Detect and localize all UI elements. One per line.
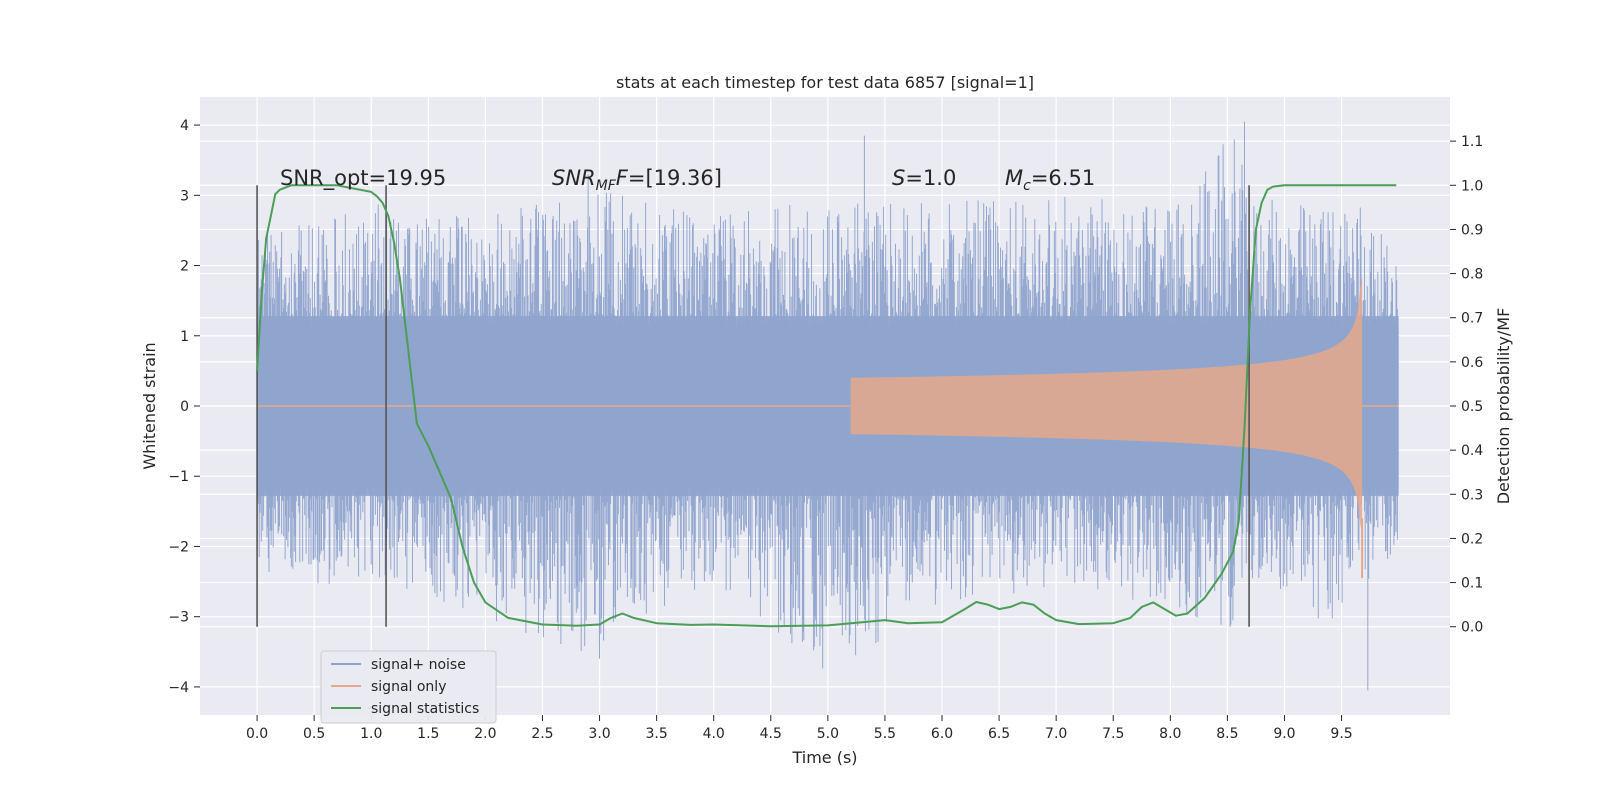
annotation-snr-mf: SNRMFF=[19.36] [552, 166, 722, 194]
annotation-snr-opt: SNR_opt=19.95 [280, 166, 446, 191]
x-axis-label: Time (s) [791, 748, 857, 767]
y-tick-label: 1 [180, 329, 189, 345]
y2-axis-label: Detection probability/MF [1494, 308, 1513, 505]
y-tick-label: 3 [180, 188, 189, 204]
y-tick-label: −2 [168, 539, 189, 555]
y2-tick-label: 1.1 [1461, 134, 1483, 150]
y-tick-label: −4 [168, 680, 189, 696]
y2-tick-label: 0.9 [1461, 222, 1483, 238]
annotation-s-value: =1.0 [905, 166, 956, 190]
y-tick-label: 0 [180, 399, 189, 415]
annotation-mc-main: M [1005, 166, 1023, 190]
x-tick-label: 8.0 [1159, 726, 1181, 742]
annotation-s-main: S [892, 166, 905, 190]
annotation-snr-mf-sub: MF [596, 178, 617, 194]
x-tick-label: 3.5 [645, 726, 667, 742]
annotation-snr-mf-f: F [616, 166, 629, 190]
annotation-mc-value: =6.51 [1031, 166, 1095, 190]
x-tick-label: 2.5 [531, 726, 553, 742]
x-tick-label: 8.5 [1216, 726, 1238, 742]
y2-tick-label: 0.7 [1461, 311, 1483, 327]
annotation-mc: Mc=6.51 [1005, 166, 1095, 194]
y-tick-label: 4 [180, 118, 189, 134]
x-tick-label: 9.0 [1273, 726, 1295, 742]
y-tick-label: 2 [180, 259, 189, 275]
x-tick-label: 7.5 [1102, 726, 1124, 742]
x-tick-label: 6.0 [931, 726, 953, 742]
y-tick-label: −3 [168, 610, 189, 626]
x-tick-label: 7.0 [1045, 726, 1067, 742]
legend-label-signal-statistics: signal statistics [371, 701, 479, 717]
annotation-mc-sub: c [1023, 178, 1031, 194]
legend-label-signal-only: signal only [371, 679, 446, 695]
y2-tick-label: 1.0 [1461, 178, 1483, 194]
y2-tick-label: 0.0 [1461, 620, 1483, 636]
y-tick-label: −1 [168, 469, 189, 485]
annotation-snr-mf-value: =[19.36] [628, 166, 722, 190]
chart-title: stats at each timestep for test data 685… [616, 73, 1034, 92]
y2-tick-label: 0.4 [1461, 443, 1483, 459]
annotation-s: S=1.0 [892, 166, 956, 190]
annotation-snr-mf-main: SNR [552, 166, 596, 190]
y2-tick-label: 0.3 [1461, 487, 1483, 503]
legend-box [320, 650, 497, 724]
signal-only-series [257, 277, 1399, 579]
x-tick-label: 3.0 [588, 726, 610, 742]
y2-tick-label: 0.2 [1461, 531, 1483, 547]
x-tick-label: 1.0 [360, 726, 382, 742]
x-tick-label: 2.0 [474, 726, 496, 742]
x-tick-label: 4.5 [760, 726, 782, 742]
y2-tick-label: 0.6 [1461, 355, 1483, 371]
y-axis-label: Whitened strain [140, 342, 159, 469]
legend-label-signal-noise: signal+ noise [371, 657, 466, 673]
x-tick-label: 1.5 [417, 726, 439, 742]
y2-tick-label: 0.8 [1461, 267, 1483, 283]
axis-ticks: 0.0 0.5 1.0 1.5 2.0 2.5 3.0 3.5 4.0 4.5 5.0 5.5 6.0 6… [168, 118, 1483, 742]
x-tick-label: 0.0 [246, 726, 268, 742]
x-tick-label: 6.5 [988, 726, 1010, 742]
x-tick-label: 5.0 [817, 726, 839, 742]
x-tick-label: 0.5 [303, 726, 325, 742]
signal-statistics-line [256, 184, 1397, 628]
x-tick-label: 5.5 [874, 726, 896, 742]
x-tick-label: 9.5 [1330, 726, 1352, 742]
y2-tick-label: 0.5 [1461, 399, 1483, 415]
window-markers [256, 185, 1250, 627]
x-tick-label: 4.0 [703, 726, 725, 742]
signal-only-envelope [850, 277, 1363, 535]
y2-tick-label: 0.1 [1461, 576, 1483, 592]
legend: signal+ noise signal only signal statist… [320, 650, 497, 724]
signal-statistics-series [256, 184, 1397, 628]
